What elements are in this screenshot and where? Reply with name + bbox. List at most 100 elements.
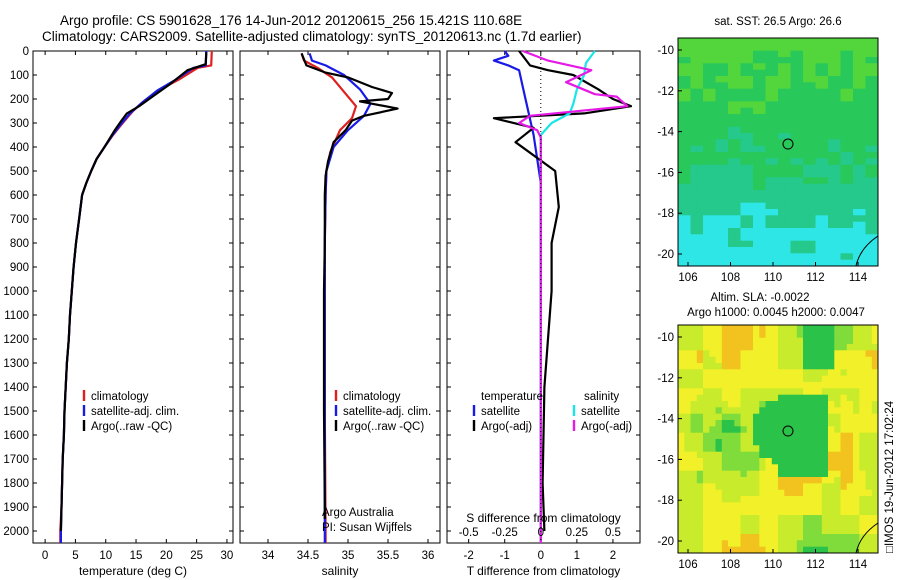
map-cell	[690, 401, 698, 408]
map-cell	[871, 439, 878, 446]
map-cell	[753, 247, 760, 254]
map-cell	[753, 196, 760, 204]
map-cell	[778, 470, 785, 478]
map-cell	[759, 253, 767, 261]
map-cell	[803, 331, 810, 339]
map-cell	[715, 540, 723, 548]
map-cell	[746, 356, 754, 364]
map-cell	[728, 515, 735, 522]
map-cell	[759, 439, 767, 446]
map-cell	[734, 247, 742, 254]
map-cell	[784, 228, 792, 235]
map-cell	[746, 458, 754, 465]
map-cell	[765, 63, 773, 71]
map-cell	[784, 69, 792, 77]
map-cell	[834, 228, 842, 235]
map-cell	[734, 139, 742, 147]
map-cell	[771, 228, 779, 235]
map-cell	[796, 325, 804, 332]
map-cell	[796, 369, 804, 377]
map-cell	[871, 325, 878, 332]
map-cell	[721, 382, 729, 389]
map-cell	[859, 337, 867, 345]
salinity-frame	[239, 50, 441, 544]
map-cell	[796, 407, 804, 415]
legend-title-temperature: temperature	[481, 391, 543, 403]
map-cell	[703, 88, 710, 96]
map-cell	[784, 325, 792, 332]
map-cell	[753, 464, 760, 472]
map-cell	[684, 369, 692, 377]
map-cell	[771, 69, 779, 77]
map-cell	[740, 126, 748, 134]
map-cell	[865, 477, 873, 484]
map-cell	[728, 508, 735, 516]
map-cell	[771, 183, 779, 191]
map-cell	[696, 426, 704, 434]
map-cell	[746, 540, 754, 548]
map-cell	[728, 209, 735, 216]
map-cell	[828, 215, 835, 223]
map-cell	[828, 508, 835, 516]
salinity-xtick-label: 35	[342, 550, 355, 562]
map-cell	[709, 164, 717, 172]
map-cell	[834, 502, 842, 510]
map-cell	[678, 432, 685, 440]
map-cell	[759, 95, 767, 102]
salinity-xtick-label: 36	[422, 550, 435, 562]
map-cell	[684, 502, 692, 510]
map-cell	[696, 50, 704, 58]
map-cell	[784, 215, 792, 223]
map-cell	[828, 344, 835, 351]
map-cell	[865, 445, 873, 453]
map-cell	[809, 171, 817, 178]
map-cell	[871, 164, 878, 172]
map-cell	[728, 496, 735, 503]
s-tick-label: 0.5	[605, 527, 621, 539]
map-cell	[853, 101, 860, 109]
map-cell	[684, 164, 692, 172]
map-cell	[828, 413, 835, 421]
map-cell	[784, 209, 792, 216]
map-cell	[765, 489, 773, 497]
map-cell	[828, 171, 835, 178]
map-cell	[765, 190, 773, 197]
map-cell	[821, 369, 829, 377]
map-cell	[834, 540, 842, 548]
map-cell	[834, 82, 842, 90]
map-cell	[859, 215, 867, 223]
map-cell	[846, 101, 854, 109]
map-cell	[821, 375, 829, 383]
map-cell	[840, 38, 848, 45]
map-cell	[871, 470, 878, 478]
map-cell	[771, 470, 779, 478]
map-cell	[865, 394, 873, 402]
map-cell	[840, 228, 848, 235]
map-cell	[778, 458, 785, 465]
map-cell	[709, 426, 717, 434]
map-cell	[728, 164, 735, 172]
map-cell	[703, 420, 710, 427]
map-cell	[728, 259, 735, 266]
map-cell	[765, 401, 773, 408]
map-cell	[690, 253, 698, 261]
map-cell	[678, 445, 685, 453]
map-cell	[803, 82, 810, 90]
salinity-xlabel: salinity	[322, 564, 359, 578]
map-cell	[765, 477, 773, 484]
map-cell	[734, 489, 742, 497]
map-cell	[834, 356, 842, 364]
map-cell	[703, 183, 710, 191]
map-cell	[746, 394, 754, 402]
map-cell	[846, 489, 854, 497]
map-cell	[703, 202, 710, 210]
map-cell	[853, 69, 860, 77]
map-cell	[709, 183, 717, 191]
map-cell	[778, 350, 785, 358]
map-cell	[765, 57, 773, 64]
map-cell	[703, 190, 710, 197]
map-ytick-label: -14	[657, 127, 674, 139]
map-cell	[803, 50, 810, 58]
map-cell	[753, 190, 760, 197]
map-cell	[778, 483, 785, 491]
